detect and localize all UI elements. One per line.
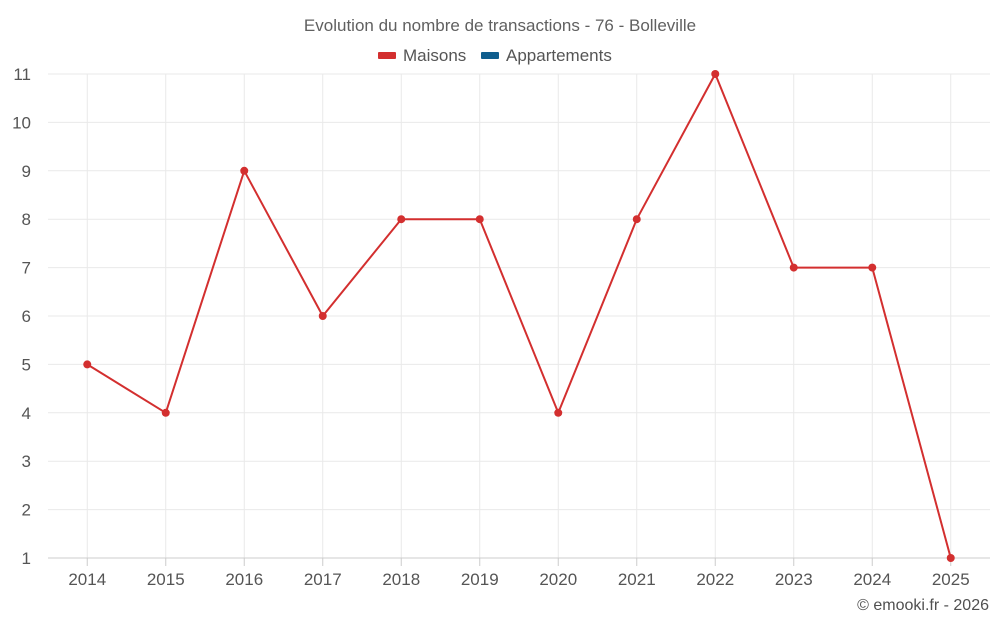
legend-item-appartements[interactable]: Appartements <box>481 46 612 65</box>
data-point[interactable] <box>711 70 720 78</box>
x-tick-label: 2022 <box>696 570 734 589</box>
data-point[interactable] <box>397 215 406 224</box>
data-point[interactable] <box>240 166 249 175</box>
y-tick-label: 5 <box>22 355 31 374</box>
axes: 1 2 3 4 5 6 7 8 9 10 11 2014 2015 2016 2017 2018 2019 202… <box>12 65 990 589</box>
y-tick-label: 8 <box>22 210 31 229</box>
x-tick-label: 2024 <box>853 570 891 589</box>
x-tick-label: 2021 <box>618 570 656 589</box>
x-tick-label: 2019 <box>461 570 499 589</box>
x-tick-label: 2015 <box>147 570 185 589</box>
legend-swatch-appartements <box>481 52 499 59</box>
data-point[interactable] <box>475 215 484 224</box>
chart-title: Evolution du nombre de transactions - 76… <box>304 16 696 35</box>
x-tick-label: 2017 <box>304 570 342 589</box>
y-tick-label: 3 <box>22 452 31 471</box>
data-point[interactable] <box>318 312 327 320</box>
x-tick-label: 2020 <box>539 570 577 589</box>
series-line-maisons <box>86 73 952 559</box>
data-point[interactable] <box>868 263 877 272</box>
x-tick-label: 2025 <box>932 570 970 589</box>
y-tick-label: 10 <box>12 113 31 132</box>
y-tick-label: 11 <box>13 65 31 84</box>
y-tick-label: 9 <box>22 162 31 181</box>
credits: © emooki.fr - 2026 <box>857 597 989 614</box>
y-tick-label: 4 <box>22 404 31 423</box>
y-tick-label: 7 <box>22 259 31 278</box>
y-tick-label: 1 <box>22 549 31 568</box>
plot-area <box>83 70 955 562</box>
y-tick-label: 2 <box>22 501 31 520</box>
data-point[interactable] <box>946 554 955 562</box>
legend: Maisons Appartements <box>378 46 612 65</box>
data-point[interactable] <box>161 408 170 417</box>
y-tick-label: 6 <box>22 307 31 326</box>
data-point[interactable] <box>632 215 641 224</box>
x-tick-label: 2018 <box>382 570 420 589</box>
data-point[interactable] <box>83 360 92 369</box>
data-point[interactable] <box>554 408 563 417</box>
x-tick-label: 2023 <box>775 570 813 589</box>
data-point[interactable] <box>789 263 798 272</box>
legend-label-appartements: Appartements <box>506 46 612 65</box>
legend-item-maisons[interactable]: Maisons <box>378 46 466 65</box>
legend-swatch-maisons <box>378 52 396 59</box>
x-tick-label: 2016 <box>225 570 263 589</box>
legend-label-maisons: Maisons <box>403 46 466 65</box>
x-tick-label: 2014 <box>68 570 106 589</box>
